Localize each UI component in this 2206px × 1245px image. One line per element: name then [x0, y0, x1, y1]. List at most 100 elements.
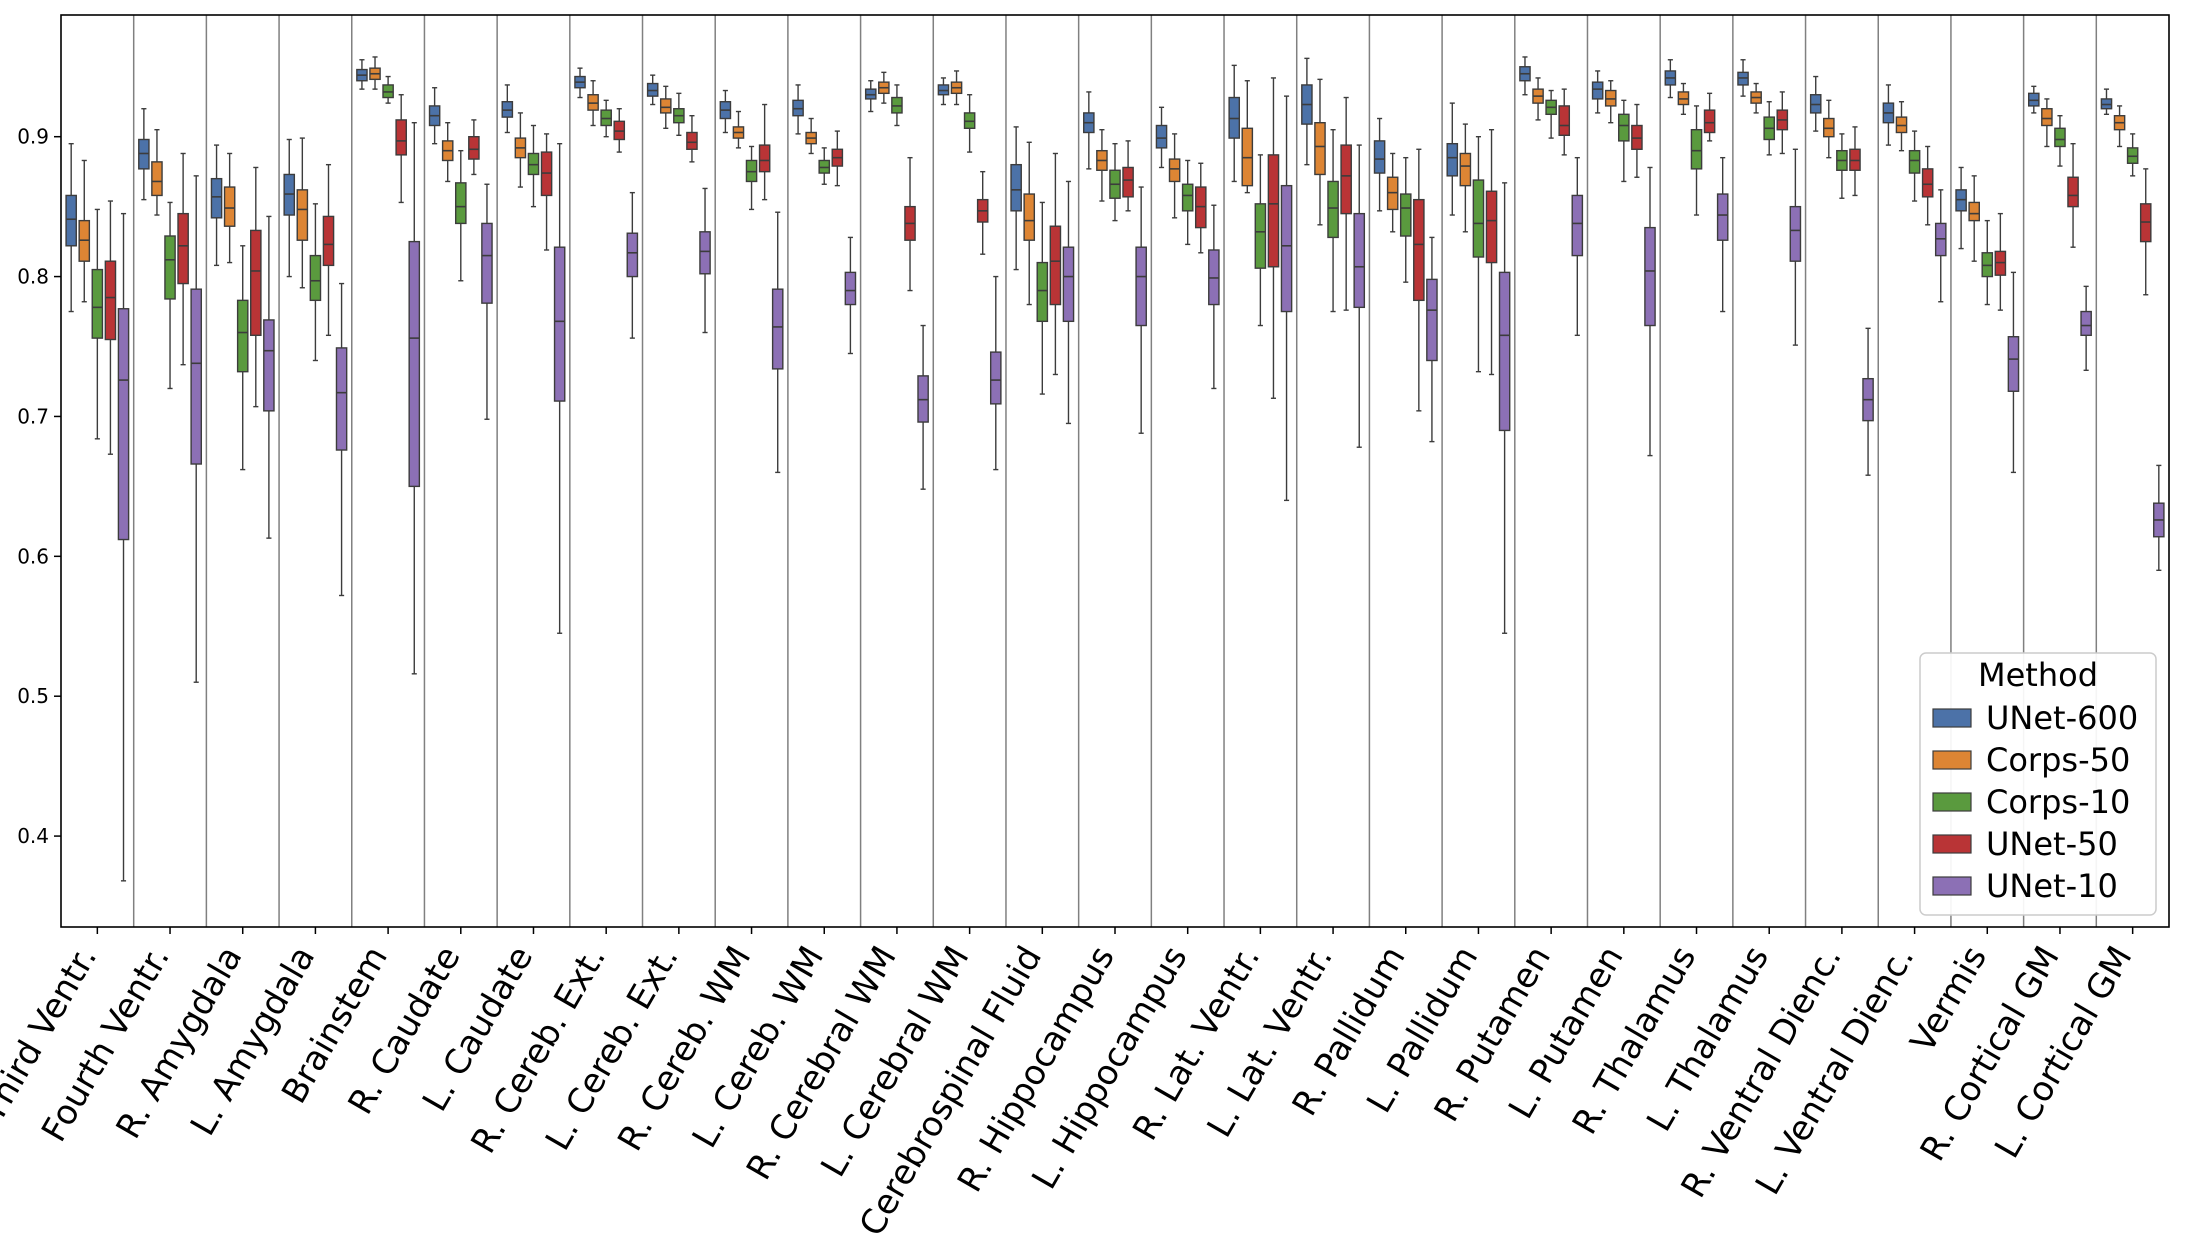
box: R. Amygdala — UNet-10 [263, 215, 275, 539]
box: R. Cereb. WM — UNet-600 [719, 89, 732, 134]
box: R. Amygdala — UNet-600 [210, 144, 223, 267]
box-group: R. Cortical GM — UNet-600R. Cortical GM … [2027, 85, 2092, 371]
box: Fourth Ventr. — Corps-10 [164, 201, 176, 390]
box: L. Cereb. WM — UNet-10 [844, 236, 857, 355]
box: Vermis — Corps-50 [1968, 175, 1980, 262]
box: L. Thalamus — UNet-10 [1789, 148, 1802, 346]
box-group: R. Cerebral WM — UNet-600R. Cerebral WM … [864, 71, 929, 490]
box-body [1135, 246, 1147, 327]
box-body [164, 235, 176, 300]
box-body [1353, 212, 1366, 309]
box: R. Ventral Dienc. — Corps-50 [1823, 99, 1835, 159]
box-body [1472, 179, 1485, 258]
box-body [1703, 109, 1716, 134]
box: Cerebrospinal Fluid — Corps-10 [1036, 201, 1049, 395]
box: Brainstem — Corps-50 [369, 56, 381, 90]
box: L. Cereb. Ext. — UNet-10 [699, 187, 711, 334]
legend-frame [1919, 652, 2157, 916]
box: Third Ventr. — Corps-10 [91, 208, 104, 440]
box-group: R. Lat. Ventr. — UNet-600R. Lat. Ventr. … [1228, 64, 1293, 502]
box-body [1280, 184, 1293, 313]
box-group: L. Lat. Ventr. — UNet-600 L. Lat. Ventr. … [1301, 57, 1366, 448]
box: L. Putamen — UNet-50 [1631, 103, 1643, 178]
box: Third Ventr. — UNet-600 [65, 142, 77, 313]
box: L. Caudate — UNet-50 [540, 133, 553, 251]
box-body [223, 186, 236, 227]
box-body [1036, 261, 1049, 323]
box-body [758, 144, 771, 173]
box: Cerebrospinal Fluid — UNet-50 [1049, 152, 1062, 376]
box: R. Cereb. Ext. — UNet-50 [613, 108, 626, 153]
box-group: L. Thalamus — UNet-600L. Thalamus — Corp… [1737, 59, 1802, 346]
box: L. Lat. Ventr. — UNet-50 [1340, 96, 1352, 311]
box-body [481, 222, 493, 304]
box: R. Putamen — Corps-10 [1545, 89, 1557, 139]
box: L. Hippocampus — UNet-50 [1194, 162, 1207, 254]
box: L. Cortical GM — UNet-50 [2139, 168, 2152, 296]
box-body [1373, 140, 1386, 174]
box: Vermis — UNet-10 [2007, 271, 2020, 474]
box-group: R. Cereb. WM — UNet-600R. Cereb. WM — Co… [719, 89, 784, 474]
box-group: R. Ventral Dienc. — UNet-600R. Ventral D… [1809, 75, 1874, 476]
box: R. Thalamus — UNet-10 [1716, 156, 1729, 313]
box-group: R. Putamen — UNet-600R. Putamen — Corps-… [1519, 56, 1584, 337]
box-group: Cerebrospinal Fluid — UNet-600 Cerebrospi… [1010, 126, 1075, 425]
box: L. Hippocampus — UNet-600 [1155, 106, 1168, 169]
box: R. Amygdala — Corps-50 [223, 152, 236, 264]
box: R. Cortical GM — Corps-50 [2041, 98, 2053, 148]
box-body [2067, 176, 2079, 208]
box: L. Cerebral WM — Corps-10 [963, 94, 976, 153]
box-body [177, 212, 189, 285]
box: R. Pallidum — UNet-50 [1413, 148, 1425, 412]
box: R. Ventral Dienc. — UNet-600 [1809, 75, 1822, 132]
box: R. Putamen — UNet-50 [1558, 88, 1571, 156]
box: L. Putamen — UNet-10 [1644, 166, 1656, 457]
box: L. Lat. Ventr. — UNet-600 [1301, 57, 1313, 166]
box: L. Cereb. Ext. — Corps-10 [673, 92, 685, 136]
box: R. Lat. Ventr. — Corps-50 [1241, 80, 1254, 194]
box-group: R. Thalamus — UNet-600R. Thalamus — Corp… [1664, 59, 1729, 313]
box-body [236, 299, 249, 373]
box-body [1340, 144, 1352, 215]
box: R. Caudate — UNet-50 [468, 119, 480, 176]
box-group: L. Ventral Dienc. — UNet-600L. Ventral D… [1882, 84, 1947, 303]
box: R. Thalamus — Corps-10 [1690, 105, 1703, 216]
box: Cerebrospinal Fluid — UNet-600 [1010, 126, 1022, 271]
box-body [1314, 122, 1326, 176]
box: R. Cereb. WM — UNet-10 [771, 211, 784, 474]
box: R. Cerebral WM — UNet-50 [904, 156, 916, 292]
box: L. Cereb. WM — UNet-600 [792, 84, 804, 135]
box-group: R. Caudate — UNet-600R. Caudate — Corps-… [428, 87, 493, 420]
box-body [1023, 193, 1036, 241]
box: R. Hippocampus — Corps-10 [1109, 142, 1121, 222]
box-body [2080, 310, 2092, 337]
y-tick-label: 0.7 [17, 404, 49, 428]
box: R. Thalamus — UNet-600 [1664, 59, 1677, 99]
box: Brainstem — UNet-10 [408, 122, 421, 675]
box-body [1968, 201, 1980, 222]
box: L. Cortical GM — Corps-50 [2113, 105, 2126, 148]
y-tick-label: 0.5 [17, 684, 49, 708]
box: Brainstem — Corps-10 [382, 75, 394, 104]
y-axis: 0.4 0.5 0.6 0.7 0.8 0.9 [17, 125, 61, 848]
box: L. Caudate — Corps-50 [514, 112, 527, 188]
box: Fourth Ventr. — UNet-600 [138, 108, 150, 201]
box-body [1122, 166, 1134, 198]
legend-label: Corps-10 [1986, 783, 2130, 821]
box-group: Vermis — UNet-600Vermis — Corps-50Vermis… [1955, 166, 2020, 474]
box: L. Caudate — UNet-600 [501, 84, 514, 134]
box-body [1062, 246, 1075, 323]
box: L. Cortical GM — UNet-600 [2100, 88, 2113, 116]
box-body [1789, 205, 1802, 262]
box: R. Hippocampus — UNet-600 [1083, 91, 1095, 170]
box: R. Thalamus — Corps-50 [1677, 82, 1690, 116]
box: L. Ventral Dienc. — UNet-600 [1882, 84, 1895, 146]
box: R. Cereb. WM — Corps-50 [732, 110, 745, 149]
box: L. Cerebral WM — Corps-50 [950, 70, 963, 106]
box-body [1690, 128, 1703, 170]
legend-label: Corps-50 [1986, 741, 2130, 779]
box-body [1168, 158, 1181, 183]
box-body [117, 308, 130, 541]
box-body [699, 231, 711, 275]
